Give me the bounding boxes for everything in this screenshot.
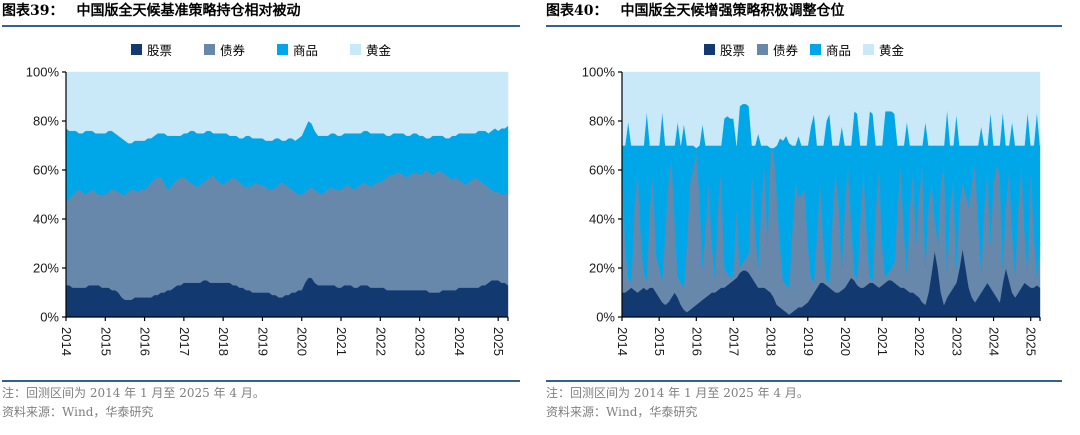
legend-swatch-gold xyxy=(350,44,362,55)
legend-label: 商品 xyxy=(293,43,319,58)
x-tick-label: 2015 xyxy=(98,327,113,356)
chart-source: 资料来源：Wind，华泰研究 xyxy=(546,405,698,419)
x-tick-label: 2020 xyxy=(838,327,853,356)
x-tick-label: 2025 xyxy=(491,327,506,356)
legend-item-bonds: 债券 xyxy=(203,40,245,59)
x-tick-label: 2018 xyxy=(764,327,779,356)
x-tick-label: 2016 xyxy=(689,327,704,356)
y-tick-label: 20% xyxy=(589,261,615,276)
y-tick-label: 100% xyxy=(26,65,60,80)
x-tick-label: 2024 xyxy=(987,327,1002,356)
figure-39-title: 图表39： 中国版全天候基准策略持仓相对被动 xyxy=(2,3,520,27)
y-tick-label: 80% xyxy=(33,114,59,129)
area-gold xyxy=(621,71,1041,149)
legend-label: 黄金 xyxy=(366,43,392,58)
legend-swatch-commodities xyxy=(277,44,288,55)
y-tick-label: 40% xyxy=(33,212,59,227)
x-tick-label: 2022 xyxy=(912,327,927,356)
chart-note: 注：回测区间为 2014 年 1 月至 2025 年 4 月。 xyxy=(2,386,265,400)
legend-swatch-stocks xyxy=(703,44,715,55)
figure-40-title: 图表40： 中国版全天候增强策略积极调整仓位 xyxy=(546,3,1062,27)
figure-40-panel: 图表40： 中国版全天候增强策略积极调整仓位 股票 债券 商品 黄金 0% 20% 4… xyxy=(540,0,1080,435)
chart-legend: 股票 债券 商品 黄金 xyxy=(546,40,1062,59)
area-gold xyxy=(65,71,509,144)
x-tick-label: 2021 xyxy=(875,327,890,356)
legend-item-commodities: 商品 xyxy=(277,40,318,59)
y-tick-label: 100% xyxy=(582,65,616,80)
x-tick-label: 2014 xyxy=(615,327,630,356)
legend-swatch-gold xyxy=(863,44,875,55)
footer-divider xyxy=(546,380,1062,382)
y-tick-label: 60% xyxy=(33,163,59,178)
legend-item-stocks: 股票 xyxy=(703,40,745,59)
x-tick-label: 2024 xyxy=(452,327,467,356)
chart-source: 资料来源：Wind，华泰研究 xyxy=(2,405,154,419)
figure-number-label: 图表39： xyxy=(2,3,64,19)
figure-title-text: 中国版全天候增强策略积极调整仓位 xyxy=(620,3,845,19)
legend-swatch-commodities xyxy=(810,44,821,55)
y-tick-label: 40% xyxy=(589,212,615,227)
y-tick-label: 0% xyxy=(40,310,59,325)
x-tick-label: 2023 xyxy=(949,327,964,356)
x-tick-label: 2019 xyxy=(801,327,816,356)
x-tick-label: 2016 xyxy=(138,327,153,356)
x-tick-label: 2020 xyxy=(295,327,310,356)
x-tick-label: 2021 xyxy=(334,327,349,356)
legend-label: 债券 xyxy=(772,43,798,58)
x-tick-label: 2022 xyxy=(373,327,388,356)
legend-label: 债券 xyxy=(219,43,245,58)
x-tick-label: 2018 xyxy=(216,327,231,356)
legend-swatch-bonds xyxy=(203,44,215,55)
legend-item-gold: 黄金 xyxy=(350,40,391,59)
x-tick-label: 2019 xyxy=(255,327,270,356)
x-tick-label: 2023 xyxy=(413,327,428,356)
figure-39-panel: 图表39： 中国版全天候基准策略持仓相对被动 股票 债券 商品 黄金 0% 20% 4… xyxy=(2,3,520,419)
stacked-area-chart-fig40: 0% 20% 40% 60% 80% 100% 2014 2015 2016 2017 2018 20… xyxy=(582,65,1041,356)
x-tick-label: 2025 xyxy=(1024,327,1039,356)
legend-item-bonds: 债券 xyxy=(756,40,798,59)
y-tick-label: 0% xyxy=(596,310,615,325)
legend-label: 黄金 xyxy=(879,43,905,58)
chart-legend: 股票 债券 商品 黄金 xyxy=(2,40,520,59)
x-tick-label: 2014 xyxy=(59,327,74,356)
y-tick-label: 60% xyxy=(589,163,615,178)
legend-label: 股票 xyxy=(719,43,745,58)
figure-title-text: 中国版全天候基准策略持仓相对被动 xyxy=(76,3,301,19)
y-tick-label: 80% xyxy=(589,114,615,129)
chart-note: 注：回测区间为 2014 年 1 月至 2025 年 4 月。 xyxy=(546,386,809,400)
legend-label: 商品 xyxy=(826,43,852,58)
y-tick-label: 20% xyxy=(33,261,59,276)
figure-number-label: 图表40： xyxy=(546,3,608,19)
x-tick-label: 2015 xyxy=(652,327,667,356)
legend-swatch-bonds xyxy=(756,44,768,55)
x-tick-label: 2017 xyxy=(726,327,741,356)
footer-divider xyxy=(2,380,520,382)
legend-item-commodities: 商品 xyxy=(810,40,851,59)
legend-swatch-stocks xyxy=(130,44,142,55)
legend-label: 股票 xyxy=(146,43,172,58)
legend-item-gold: 黄金 xyxy=(863,40,904,59)
stacked-area-chart-fig39: 0% 20% 40% 60% 80% 100% 2014 2015 2016 2017 2018 20… xyxy=(26,65,509,356)
x-tick-label: 2017 xyxy=(177,327,192,356)
legend-item-stocks: 股票 xyxy=(130,40,172,59)
